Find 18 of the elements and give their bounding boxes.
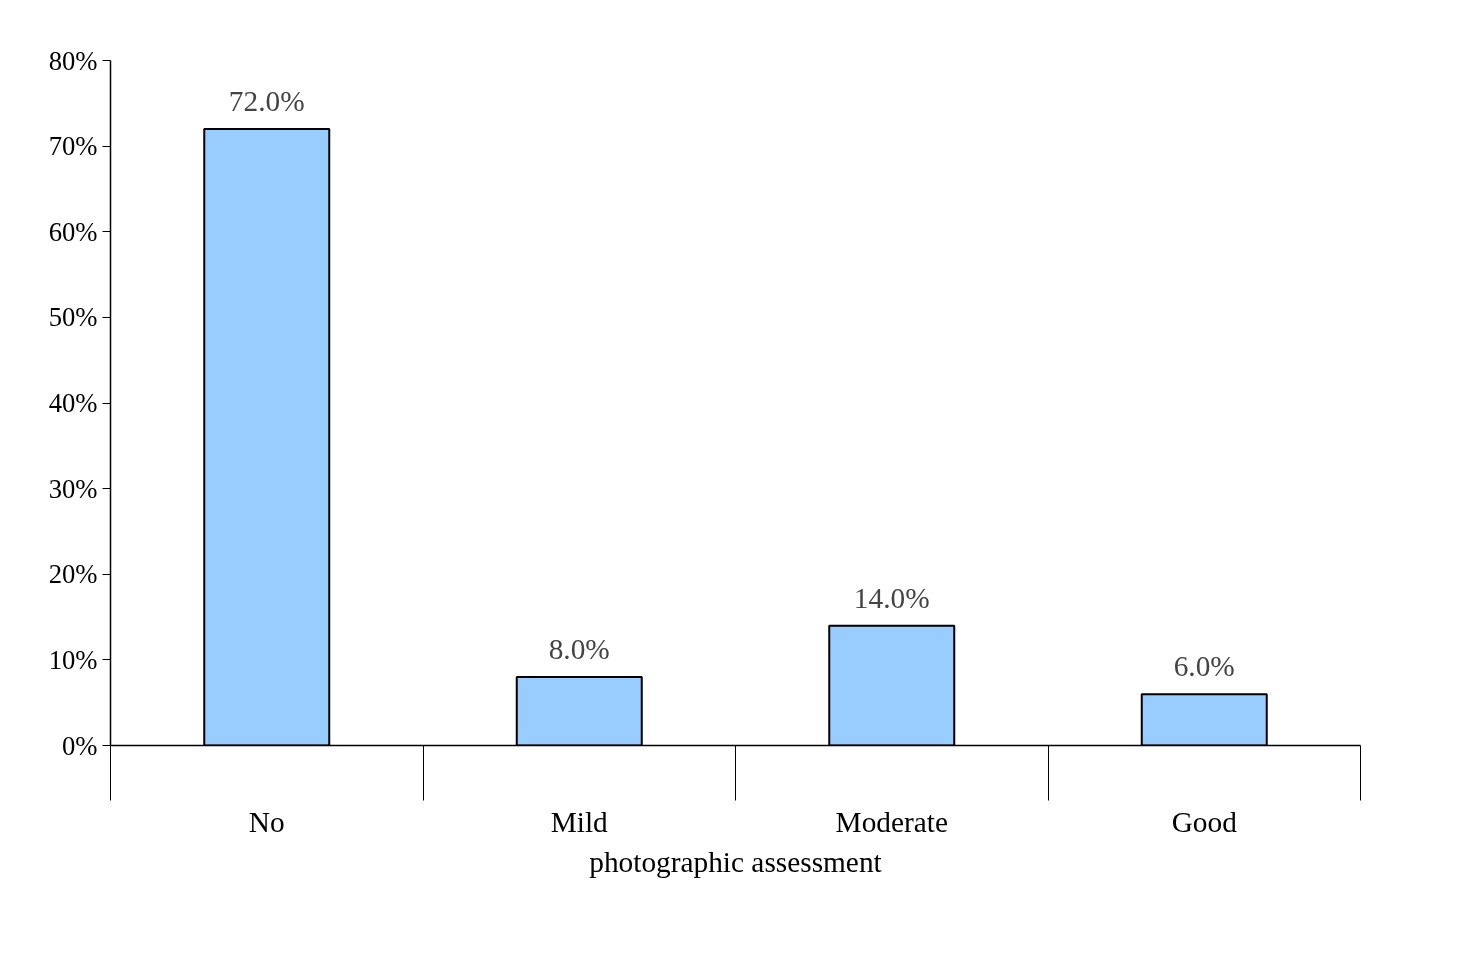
y-tick-label: 10% [48, 644, 98, 675]
x-tick-label: No [248, 805, 285, 838]
data-label: 8.0% [548, 633, 610, 665]
x-tick-label: Moderate [835, 805, 948, 838]
data-label: 72.0% [228, 85, 305, 117]
y-tick-label: 30% [48, 473, 98, 504]
y-tick-label: 20% [48, 559, 98, 590]
x-tick-label: Good [1171, 805, 1238, 838]
y-tick-label: 50% [48, 302, 98, 333]
y-tick-label: 0% [61, 730, 98, 761]
y-tick-label: 80% [48, 45, 98, 76]
y-tick-label: 60% [48, 216, 98, 247]
data-label: 6.0% [1173, 650, 1235, 683]
y-tick-label: 70% [48, 131, 98, 162]
y-tick-label: 40% [48, 388, 98, 418]
x-axis-title: photographic assessment [589, 845, 882, 878]
x-tick-label: Mild [550, 805, 609, 838]
data-label: 14.0% [853, 581, 930, 614]
